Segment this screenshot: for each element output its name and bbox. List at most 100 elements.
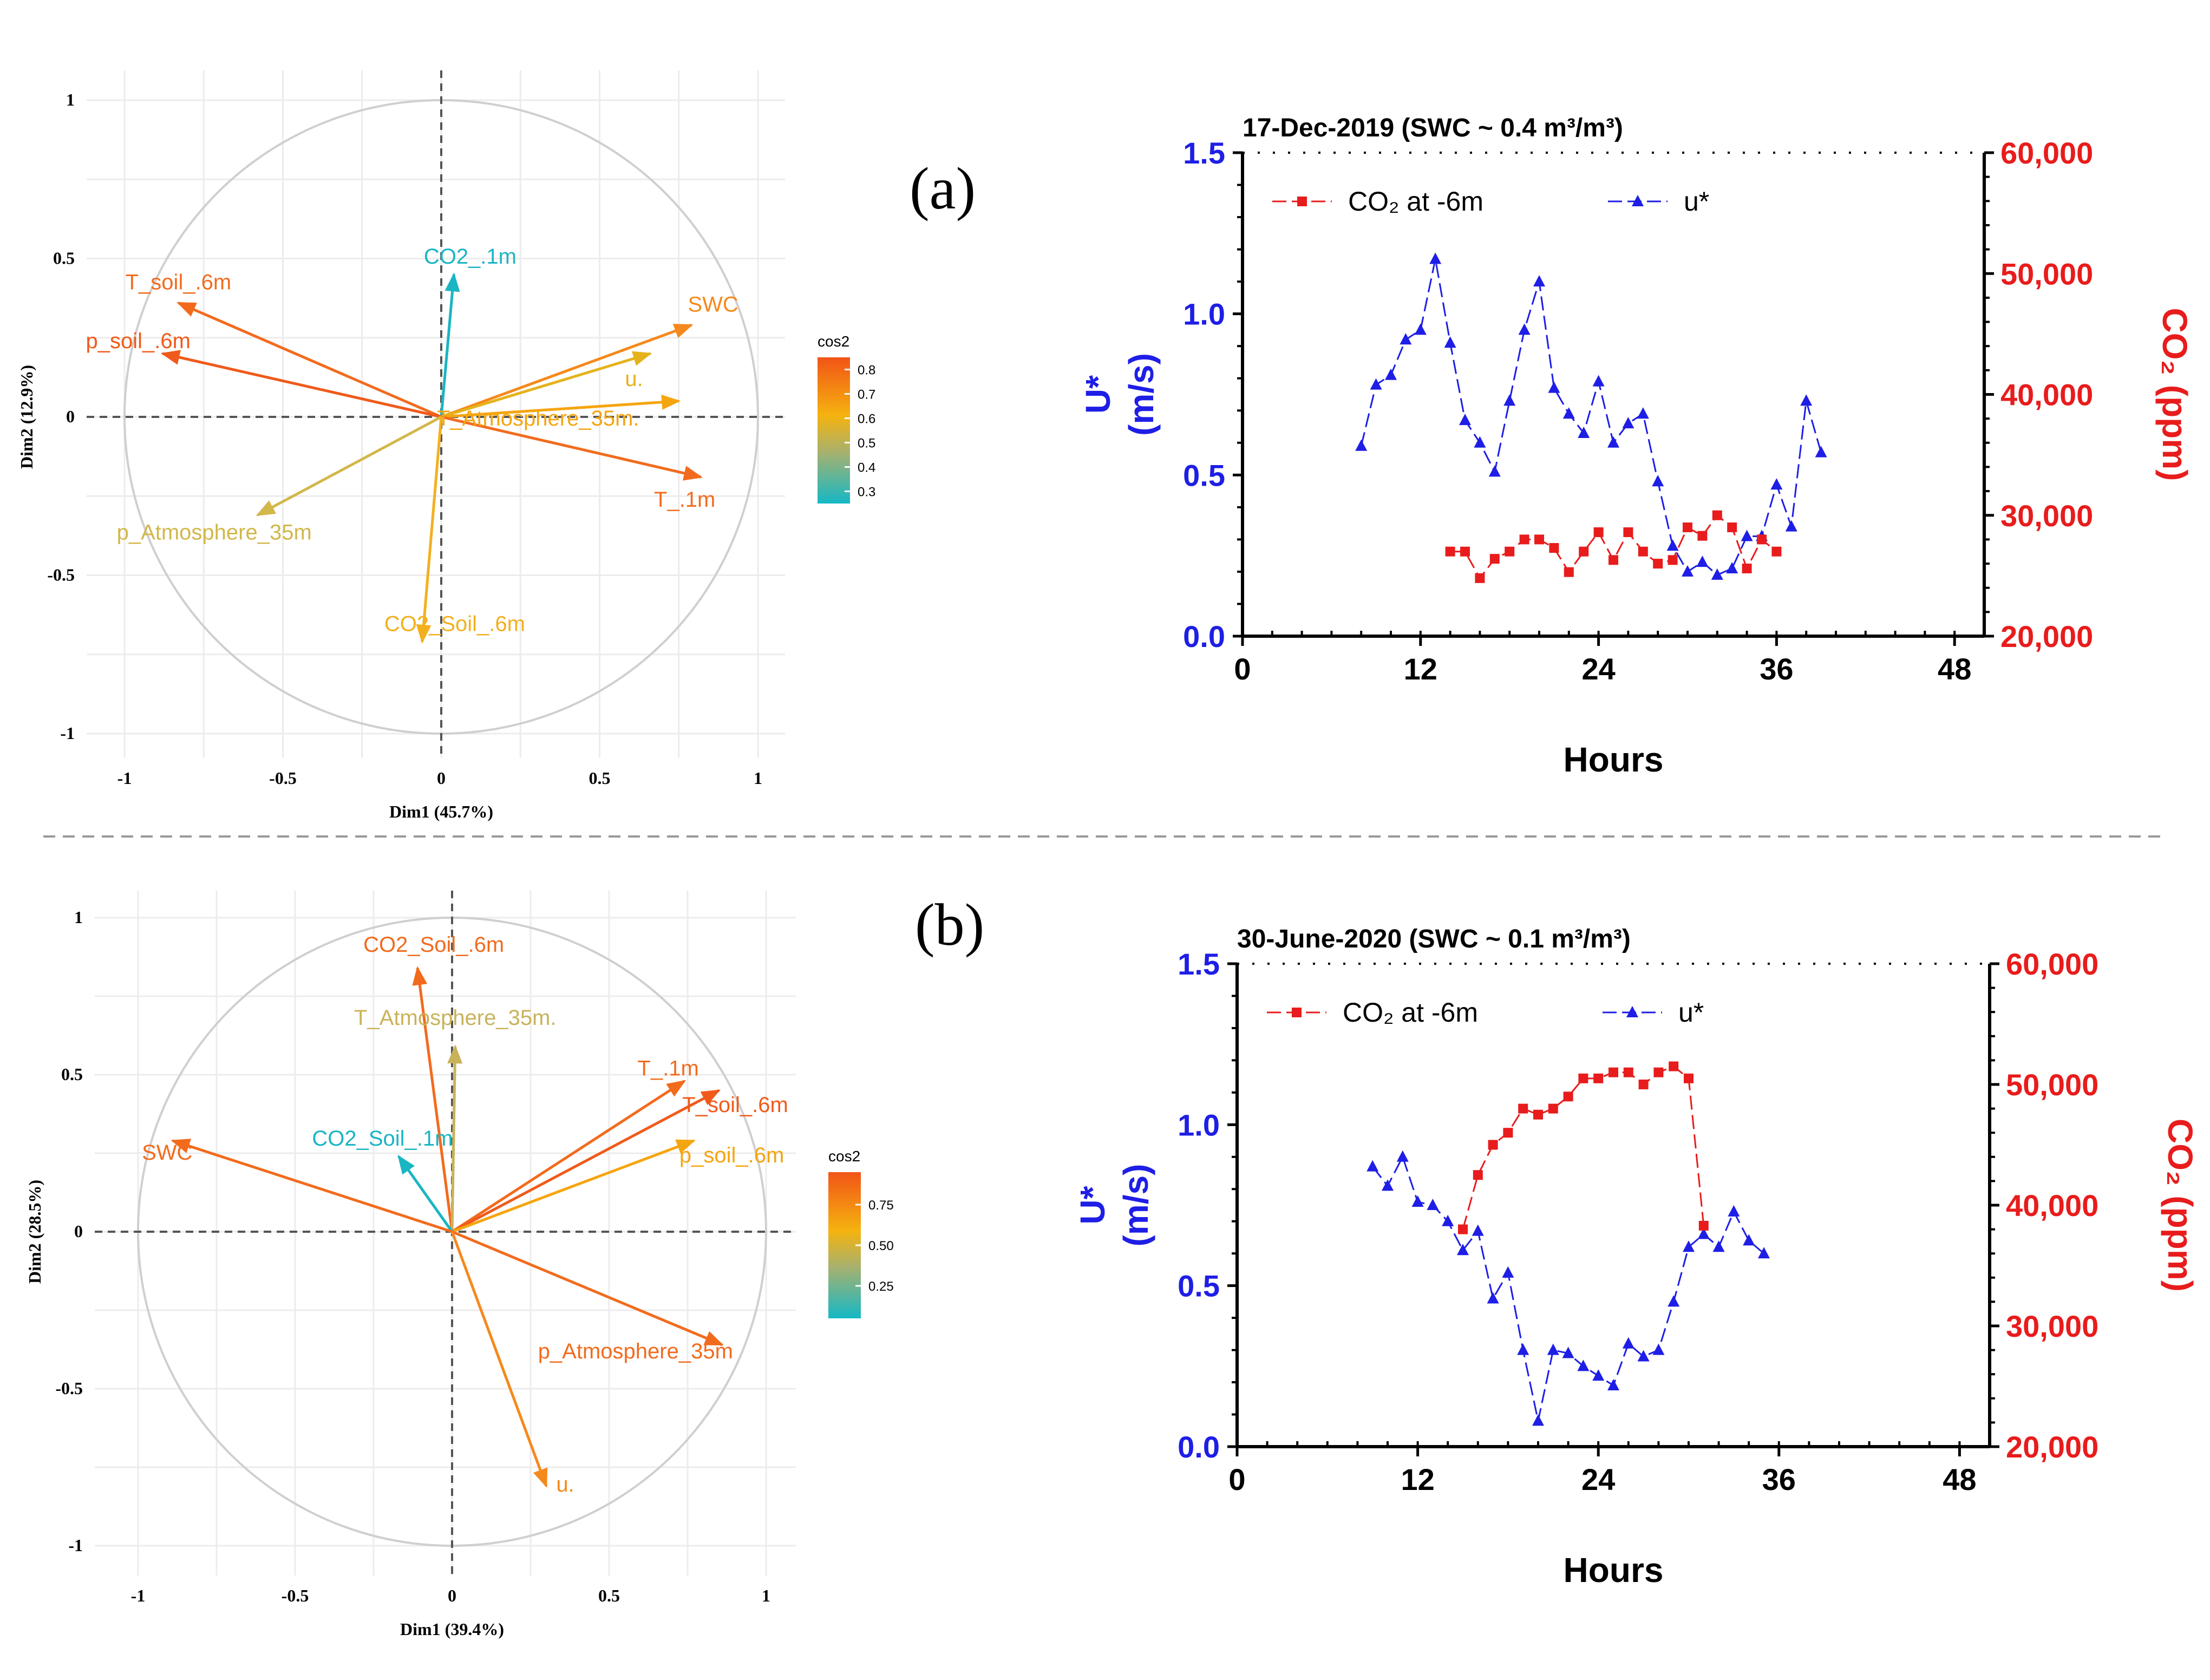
vector-label-swc: SWC xyxy=(688,292,738,316)
u-star-point xyxy=(1355,439,1368,451)
legend-u-marker xyxy=(1632,195,1644,206)
x-tick-label: 36 xyxy=(1762,1462,1796,1496)
series-line-u xyxy=(1372,1154,1764,1421)
y-tick-label: 0 xyxy=(74,1221,83,1241)
vector-label-swc: SWC xyxy=(142,1141,192,1165)
colorbar xyxy=(818,357,850,504)
co2-point xyxy=(1771,546,1782,557)
y-tick-label: -0.5 xyxy=(55,1378,83,1398)
left-tick-label: 0.5 xyxy=(1183,458,1225,492)
series-line-co-at-6m xyxy=(1462,1065,1705,1230)
vector-label-t-soil-6m: T_soil_.6m xyxy=(682,1093,788,1117)
u-star-point xyxy=(1400,333,1412,345)
colorbar-tick-label: 0.8 xyxy=(858,363,875,378)
x-tick-label: 0.5 xyxy=(589,768,611,788)
u-star-point xyxy=(1533,275,1545,287)
y-tick-label: -0.5 xyxy=(47,565,75,585)
y-axis-label: Dim2 (28.5%) xyxy=(25,1180,44,1284)
x-axis-label: Dim1 (45.7%) xyxy=(389,802,493,821)
colorbar-tick-label: 0.7 xyxy=(858,388,875,402)
u-star-point xyxy=(1442,1214,1454,1226)
u-star-point xyxy=(1532,1414,1544,1426)
u-star-point xyxy=(1637,1350,1650,1362)
co2-point xyxy=(1742,563,1752,573)
y-tick-label: 0.5 xyxy=(53,249,75,268)
y-tick-label: 0 xyxy=(66,407,75,426)
time-series-chart-a: 17-Dec-2019 (SWC ~ 0.4 m³/m³) 0 12 24 36 48 Ho… xyxy=(1078,114,2194,779)
vector-label-co2-1m: CO2_.1m xyxy=(424,245,516,269)
co2-point xyxy=(1593,527,1604,538)
co2-point xyxy=(1503,1128,1513,1138)
u-star-point xyxy=(1548,381,1560,393)
u-star-point xyxy=(1382,1179,1394,1191)
vector-label-t-atmosphere-35m: T_Atmosphere_35m. xyxy=(354,1006,557,1030)
vector-label-co2-soil-6m: CO2_Soil_.6m xyxy=(363,933,504,957)
u-star-point xyxy=(1592,1369,1605,1381)
co2-point xyxy=(1698,1220,1709,1231)
co2-point xyxy=(1669,1061,1679,1071)
u-star-point xyxy=(1517,1343,1529,1355)
legend-u-marker xyxy=(1626,1006,1638,1017)
left-tick-label: 1.0 xyxy=(1178,1108,1220,1142)
vector-co2-soil-6m xyxy=(412,966,454,1232)
co2-point xyxy=(1549,543,1559,553)
legend-u-label: u* xyxy=(1684,186,1709,217)
co2-point xyxy=(1579,546,1589,557)
vector-t-1m xyxy=(451,1080,686,1233)
colorbar-tick-label: 0.4 xyxy=(858,461,875,475)
co2-point xyxy=(1548,1103,1558,1114)
co2-point xyxy=(1609,555,1618,565)
co2-point xyxy=(1638,546,1648,557)
vector-t-atmosphere-35m xyxy=(447,1044,463,1232)
right-tick-label: 60,000 xyxy=(2006,947,2098,981)
vector-t-atmosphere-35m xyxy=(441,394,681,419)
vector-label-t-atmosphere-35m: T_Atmosphere_35m. xyxy=(437,407,639,430)
legend-co2-marker xyxy=(1297,197,1307,206)
legend-co2-label: CO₂ at -6m xyxy=(1348,186,1483,217)
u-star-point xyxy=(1607,436,1619,448)
right-axis-title: CO₂ (ppm) xyxy=(2161,1119,2200,1292)
x-tick-label: 24 xyxy=(1581,1462,1615,1496)
u-star-point xyxy=(1562,1346,1574,1358)
u-star-point xyxy=(1697,1227,1710,1239)
vector-t-soil-6m xyxy=(451,1089,721,1233)
co2-point xyxy=(1683,522,1692,533)
u-star-point xyxy=(1592,375,1605,387)
chart-title: 17-Dec-2019 (SWC ~ 0.4 m³/m³) xyxy=(1243,114,1623,142)
u-star-point xyxy=(1502,1266,1514,1278)
u-star-point xyxy=(1427,1199,1439,1210)
y-axis-label: Dim2 (12.9%) xyxy=(17,365,36,469)
x-tick-label: 1 xyxy=(754,768,762,788)
u-star-point xyxy=(1370,378,1382,390)
panel-label-b: (b) xyxy=(915,892,984,958)
u-star-point xyxy=(1487,1292,1499,1304)
x-tick-label: 0.5 xyxy=(598,1586,620,1605)
co2-point xyxy=(1653,559,1663,569)
series-line-u xyxy=(1360,259,1822,576)
panel-label-a: (a) xyxy=(910,155,976,221)
u-star-point xyxy=(1815,446,1827,457)
colorbar-tick-label: 0.25 xyxy=(868,1279,894,1294)
left-tick-label: 0.0 xyxy=(1183,619,1225,653)
left-tick-label: 1.0 xyxy=(1183,297,1225,331)
right-axis-title: CO₂ (ppm) xyxy=(2155,308,2194,481)
vector-co2-1m xyxy=(440,272,460,417)
right-tick-label: 50,000 xyxy=(2000,257,2093,291)
u-star-point xyxy=(1577,1359,1590,1371)
x-tick-label: 0 xyxy=(437,768,446,788)
x-tick-label: -1 xyxy=(131,1586,146,1605)
u-star-point xyxy=(1396,1150,1409,1162)
vector-label-u: u. xyxy=(556,1473,574,1496)
u-star-point xyxy=(1770,478,1783,490)
u-star-point xyxy=(1444,336,1456,348)
u-star-point xyxy=(1488,465,1501,477)
vector-label-p-soil-6m: p_soil_.6m xyxy=(679,1143,784,1167)
co2-point xyxy=(1697,531,1708,541)
colorbar-tick-label: 0.5 xyxy=(858,436,875,451)
left-tick-label: 0.5 xyxy=(1178,1269,1220,1303)
co2-point xyxy=(1712,510,1722,520)
x-tick-label: -0.5 xyxy=(282,1586,309,1605)
right-tick-label: 30,000 xyxy=(2000,499,2093,533)
x-tick-label: 1 xyxy=(762,1586,770,1605)
